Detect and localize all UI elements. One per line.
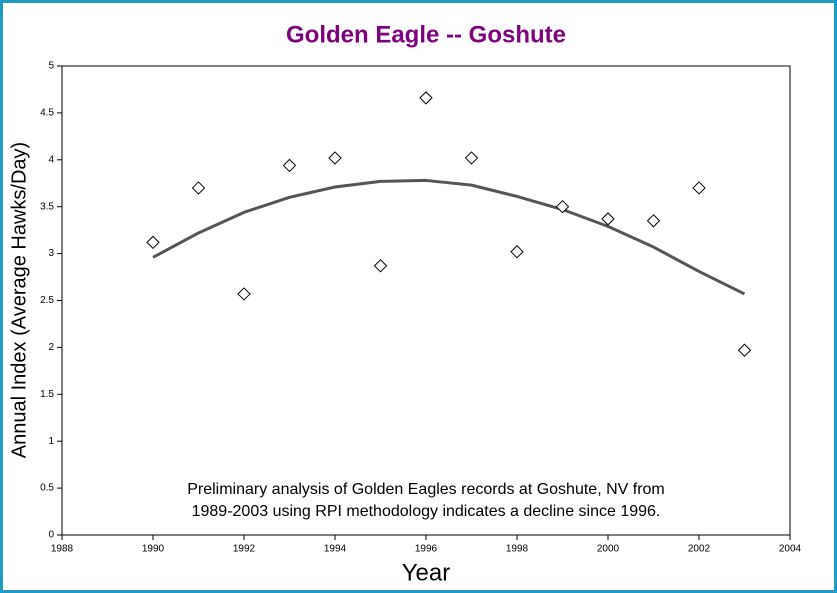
x-tick-label: 2000	[597, 544, 620, 555]
data-point	[646, 214, 661, 228]
data-point	[510, 245, 524, 259]
data-point	[282, 158, 297, 173]
data-point	[191, 181, 206, 195]
data-point	[555, 199, 570, 214]
x-tick-label: 2002	[688, 544, 711, 555]
x-tick-label: 2004	[779, 544, 802, 555]
y-tick-label: 0	[48, 530, 54, 541]
x-tick-label: 1988	[51, 544, 74, 555]
y-tick-label: 1.5	[40, 389, 54, 400]
x-axis-label: Year	[402, 559, 451, 586]
data-point	[328, 151, 342, 165]
data-point	[146, 235, 160, 250]
y-tick-label: 1	[48, 436, 54, 447]
y-tick-label: 3	[48, 248, 54, 259]
x-tick-label: 1998	[506, 544, 529, 555]
y-tick-label: 4.5	[40, 108, 54, 119]
y-tick-label: 4	[48, 154, 54, 165]
data-point	[737, 343, 752, 357]
trend-line	[152, 178, 746, 296]
y-tick-label: 5	[48, 61, 54, 72]
y-tick-label: 2.5	[40, 295, 54, 306]
x-tick-label: 1994	[324, 544, 347, 555]
y-tick-label: 3.5	[40, 201, 54, 212]
x-tick-label: 1996	[415, 544, 438, 555]
annotation: Preliminary analysis of Golden Eagles re…	[187, 481, 665, 498]
y-axis-label: Annual Index (Average Hawks/Day)	[8, 142, 30, 458]
data-point	[373, 259, 388, 273]
x-tick-label: 1990	[142, 544, 165, 555]
data-point	[692, 181, 706, 195]
data-point	[419, 91, 433, 105]
annotation: 1989-2003 using RPI methodology indicate…	[192, 503, 661, 520]
y-tick-label: 0.5	[40, 483, 54, 494]
data-point	[601, 212, 615, 226]
data-point	[464, 151, 479, 165]
y-tick-label: 2	[48, 342, 54, 353]
chart-title: Golden Eagle -- Goshute	[286, 21, 566, 48]
x-tick-label: 1992	[233, 544, 256, 555]
data-point	[237, 287, 251, 301]
